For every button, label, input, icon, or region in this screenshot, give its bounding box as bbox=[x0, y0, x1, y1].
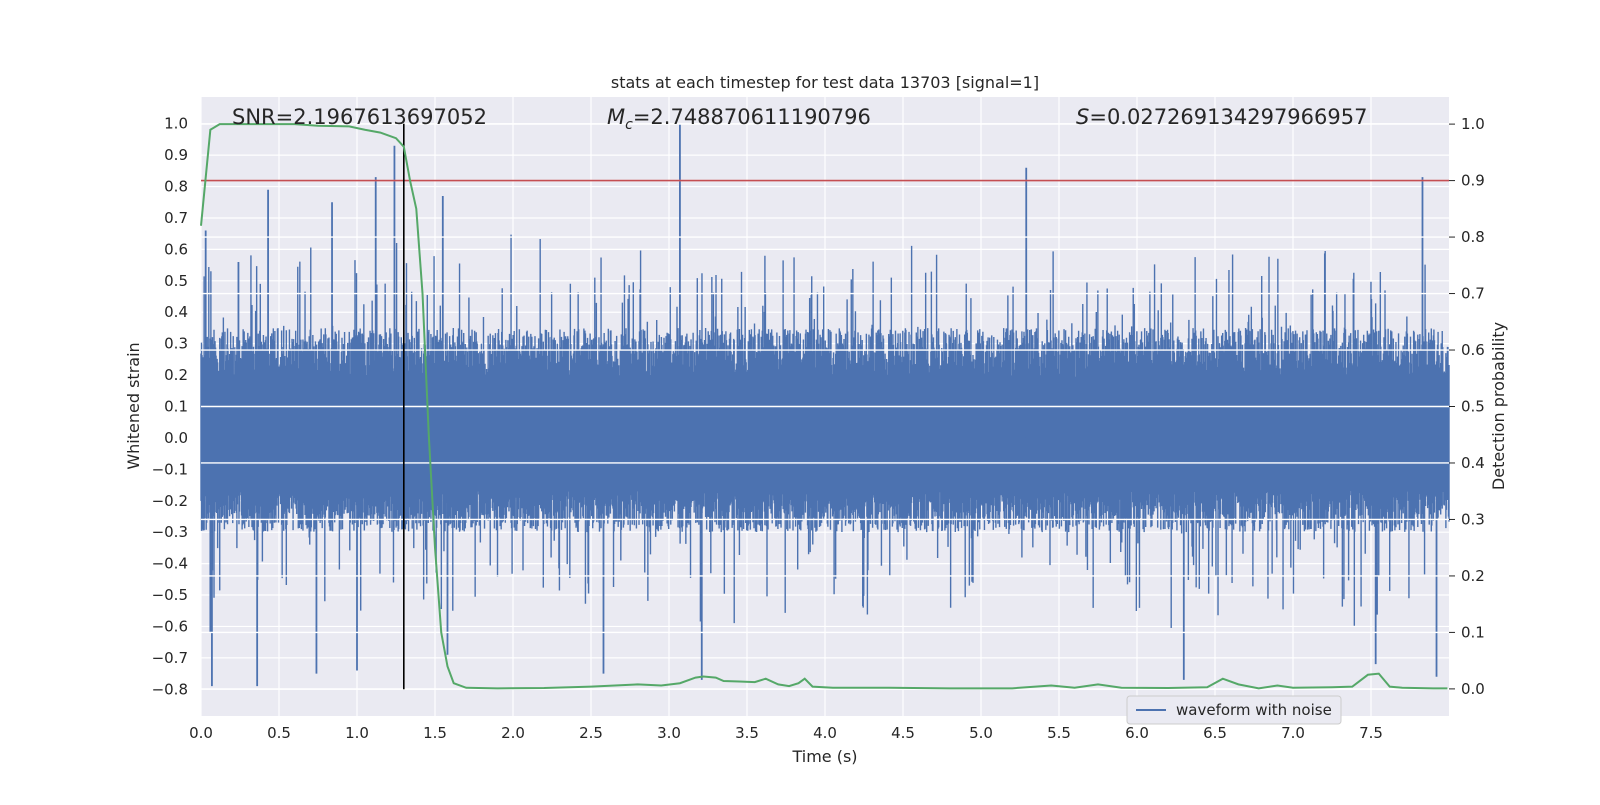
chart-title: stats at each timestep for test data 137… bbox=[611, 73, 1039, 92]
x-tick-label: 0.0 bbox=[189, 724, 213, 742]
waveform-noise-band bbox=[200, 234, 1450, 628]
x-tick-label: 4.5 bbox=[891, 724, 915, 742]
detection-probability-line bbox=[200, 123, 1448, 690]
x-tick-label: 2.5 bbox=[579, 724, 603, 742]
chirp-mass-subscript: c bbox=[625, 117, 633, 133]
s-symbol: S bbox=[1076, 105, 1089, 129]
snr-annotation: SNR=2.1967613697052 bbox=[232, 105, 487, 129]
y-left-tick-label: 0.6 bbox=[164, 240, 188, 258]
x-axis-title: Time (s) bbox=[791, 747, 857, 766]
x-tick-label: 5.0 bbox=[969, 724, 993, 742]
y-left-tick-label: 0.4 bbox=[164, 303, 188, 321]
x-tick-label: 2.0 bbox=[501, 724, 525, 742]
s-annotation: S=0.027269134297966957 bbox=[1076, 105, 1367, 129]
y-left-tick-label: −0.1 bbox=[152, 460, 188, 478]
legend-box bbox=[1126, 695, 1342, 725]
x-tick-label: 6.5 bbox=[1203, 724, 1227, 742]
x-tick-label: 1.0 bbox=[345, 724, 369, 742]
y-right-tick-label: 0.2 bbox=[1461, 567, 1485, 585]
x-tick-label: 3.5 bbox=[735, 724, 759, 742]
y-left-tick-label: 0.2 bbox=[164, 366, 188, 384]
s-value: =0.027269134297966957 bbox=[1089, 105, 1367, 129]
y-right-tick-label: 0.0 bbox=[1461, 680, 1485, 698]
y-left-tick-label: 1.0 bbox=[164, 115, 188, 133]
y-right-tick-label: 0.8 bbox=[1461, 228, 1485, 246]
x-tick-label: 0.5 bbox=[267, 724, 291, 742]
y-right-tick-label: 0.7 bbox=[1461, 285, 1485, 303]
chirp-mass-value: =2.748870611190796 bbox=[633, 105, 871, 129]
y-left-tick-label: −0.6 bbox=[152, 617, 188, 635]
y-left-tick-label: −0.5 bbox=[152, 586, 188, 604]
waveform-series bbox=[200, 123, 1450, 687]
x-tick-label: 5.5 bbox=[1047, 724, 1071, 742]
y-left-tick-label: 0.8 bbox=[164, 178, 188, 196]
x-tick-label: 1.5 bbox=[423, 724, 447, 742]
y-left-tick-label: 0.3 bbox=[164, 335, 188, 353]
x-tick-label: 7.5 bbox=[1359, 724, 1383, 742]
axes: 0.0 0.5 1.0 1.5 2.0 2.5 3.0 3.5 4.0 4.5 5.0 5.5 6.0 6… bbox=[152, 115, 1485, 742]
legend-label-waveform: waveform with noise bbox=[1176, 701, 1332, 719]
y-right-tick-label: 0.1 bbox=[1461, 623, 1485, 641]
y-left-tick-label: −0.3 bbox=[152, 523, 188, 541]
x-tick-label: 3.0 bbox=[657, 724, 681, 742]
x-tick-label: 6.0 bbox=[1125, 724, 1149, 742]
y-left-tick-label: 0.5 bbox=[164, 272, 188, 290]
y-left-tick-label: 0.7 bbox=[164, 209, 188, 227]
y-left-tick-label: −0.4 bbox=[152, 555, 188, 573]
x-tick-label: 7.0 bbox=[1281, 724, 1305, 742]
y-right-tick-label: 0.9 bbox=[1461, 172, 1485, 190]
y-left-tick-label: −0.2 bbox=[152, 492, 188, 510]
y-left-tick-label: −0.7 bbox=[152, 649, 188, 667]
y-left-tick-label: −0.8 bbox=[152, 680, 188, 698]
x-tick-label: 4.0 bbox=[813, 724, 837, 742]
y-left-tick-label: 0.1 bbox=[164, 398, 188, 416]
y-axis-right-title: Detection probability bbox=[1489, 322, 1508, 490]
y-right-tick-label: 1.0 bbox=[1461, 115, 1485, 133]
y-right-tick-label: 0.6 bbox=[1461, 341, 1485, 359]
y-axis-left-title: Whitened strain bbox=[124, 342, 143, 469]
chirp-mass-symbol: M bbox=[607, 105, 625, 129]
overlay-lines bbox=[200, 123, 1449, 690]
y-right-tick-label: 0.5 bbox=[1461, 398, 1485, 416]
y-left-tick-label: 0.0 bbox=[164, 429, 188, 447]
y-left-tick-label: 0.9 bbox=[164, 146, 188, 164]
chirp-mass-annotation: Mc=2.748870611190796 bbox=[607, 105, 871, 133]
legend: waveform with noise bbox=[1126, 695, 1342, 725]
y-right-tick-label: 0.3 bbox=[1461, 510, 1485, 528]
y-right-tick-label: 0.4 bbox=[1461, 454, 1485, 472]
